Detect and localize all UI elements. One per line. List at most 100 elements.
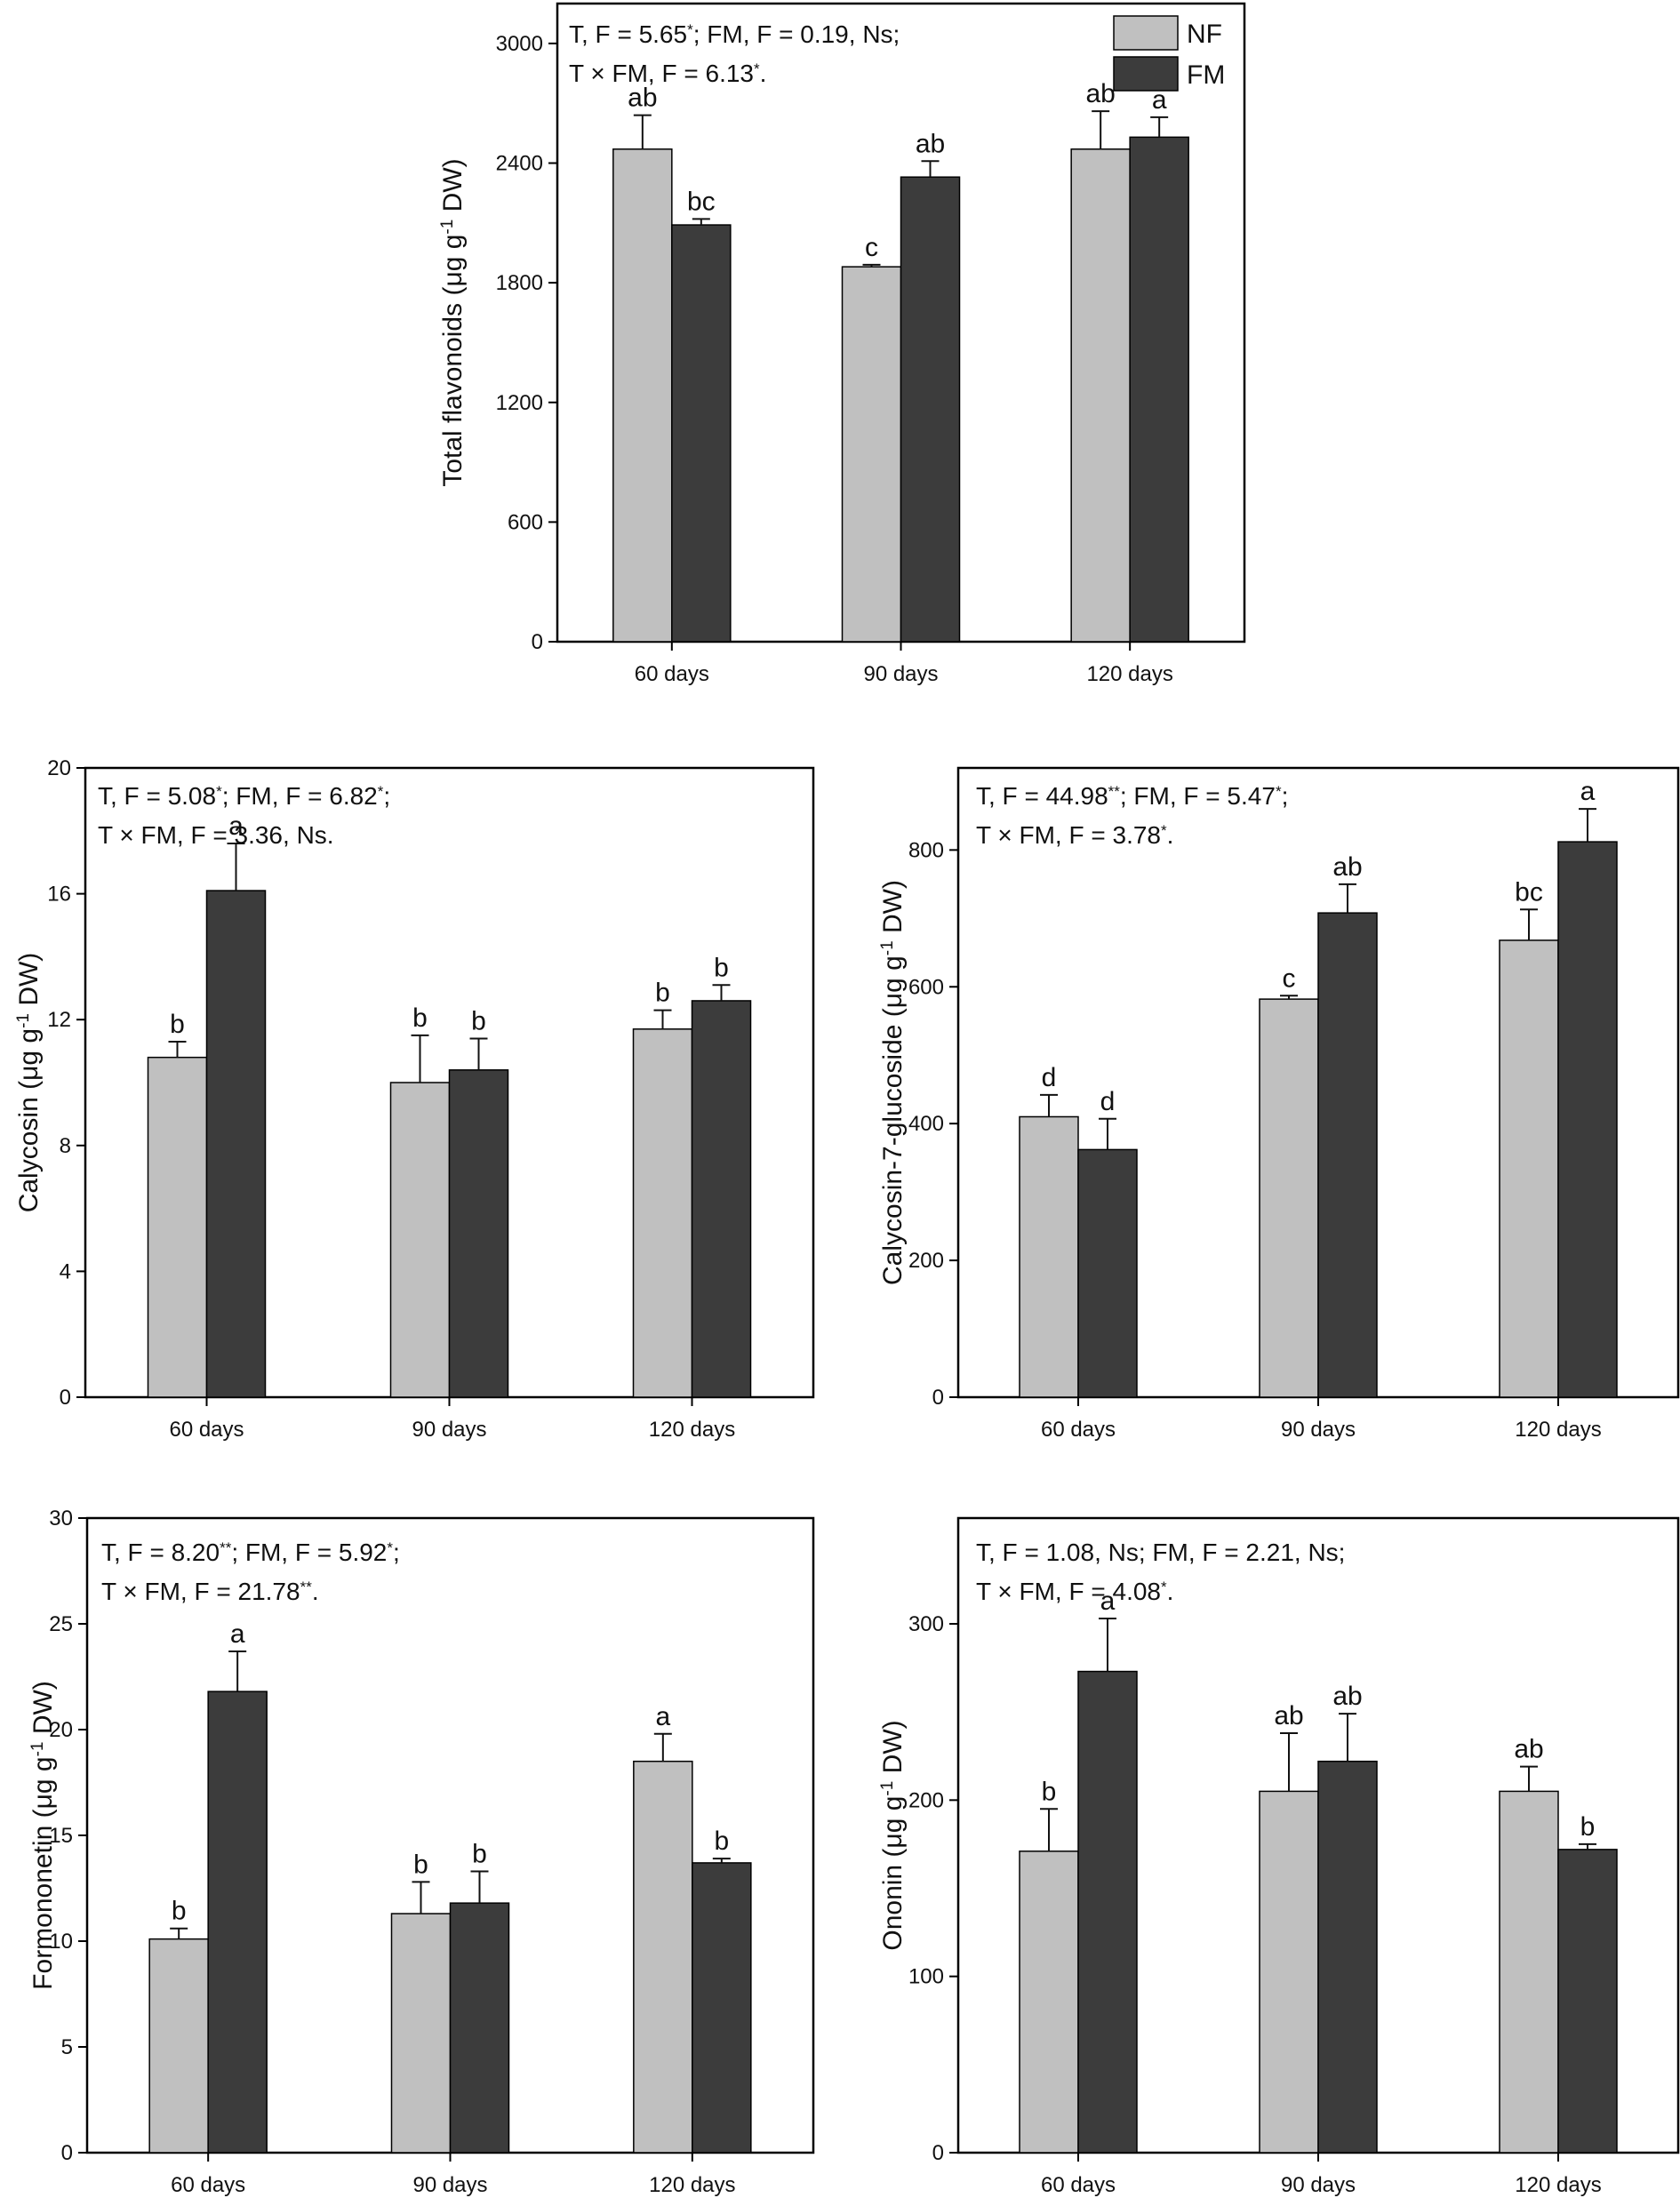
significance-letter: ab <box>1514 1735 1543 1764</box>
significance-letter: ab <box>1085 79 1115 108</box>
y-tick-label: 1800 <box>496 271 543 295</box>
y-axis-label: Total flavonoids (μg g-1 DW) <box>438 158 468 486</box>
y-tick-label: 8 <box>60 1134 71 1158</box>
bar-nf[interactable] <box>1499 1790 1559 2154</box>
y-tick-label: 400 <box>908 1112 944 1136</box>
stats-line-1: T, F = 5.08*; FM, F = 6.82*; <box>98 782 390 810</box>
bar-nf[interactable] <box>612 148 673 643</box>
y-tick-label: 25 <box>49 1612 73 1636</box>
bar-fm[interactable] <box>1557 841 1618 1398</box>
stats-line-1: T, F = 5.65*; FM, F = 0.19, Ns; <box>569 20 900 48</box>
bar-nf[interactable] <box>389 1082 451 1398</box>
bar-fm[interactable] <box>691 1000 752 1398</box>
stats-line-2: T × FM, F = 6.13*. <box>569 60 766 87</box>
x-tick-label: 90 days <box>1281 2173 1356 2197</box>
stats-line-1: T, F = 8.20**; FM, F = 5.92*; <box>101 1539 400 1566</box>
y-axis-label: Calycosin (μg g-1 DW) <box>14 953 44 1213</box>
bar-fm[interactable] <box>1077 1670 1138 2154</box>
significance-letter: a <box>1152 85 1167 115</box>
significance-letter: ab <box>916 129 945 158</box>
y-tick-label: 5 <box>61 2035 73 2059</box>
bar-nf[interactable] <box>390 1913 452 2154</box>
x-tick-label: 120 days <box>649 2173 735 2197</box>
bar-fm[interactable] <box>205 890 267 1398</box>
y-tick-label: 200 <box>908 1249 944 1273</box>
bar-nf[interactable] <box>1259 1790 1319 2154</box>
y-tick-label: 20 <box>49 1718 73 1742</box>
significance-letter: b <box>655 979 670 1008</box>
significance-letter: ab <box>1332 852 1362 882</box>
bar-nf[interactable] <box>1019 1115 1079 1398</box>
y-tick-label: 16 <box>47 883 71 907</box>
bar-fm[interactable] <box>1317 912 1378 1398</box>
x-tick-label: 60 days <box>171 2173 245 2197</box>
y-axis-label: Formononetin (μg g-1 DW) <box>28 1681 59 1990</box>
bar-fm[interactable] <box>207 1690 268 2154</box>
y-tick-label: 2400 <box>496 152 543 176</box>
y-tick-label: 300 <box>908 1612 944 1636</box>
y-axis-label: Ononin (μg g-1 DW) <box>878 1720 908 1950</box>
stats-line-2: T × FM, F = 3.78*. <box>976 821 1173 849</box>
significance-letter: d <box>1042 1063 1057 1092</box>
bar-nf[interactable] <box>633 1760 693 2154</box>
stats-line-2: T × FM, F = 21.78**. <box>101 1578 319 1605</box>
bar-nf[interactable] <box>148 1938 209 2154</box>
chart-total-flavonoids: 0 600 1200 1800 2400 3000 60 days ab bc 90 days c a… <box>438 2 1246 686</box>
significance-letter: ab <box>1332 1682 1362 1711</box>
bar-nf[interactable] <box>147 1056 208 1398</box>
bar-fm[interactable] <box>1557 1849 1618 2154</box>
significance-letter: bc <box>687 187 716 216</box>
significance-letter: a <box>655 1702 670 1731</box>
y-tick-label: 3000 <box>496 32 543 56</box>
y-axis-label: Calycosin-7-glucoside (μg g-1 DW) <box>878 880 908 1285</box>
y-tick-label: 4 <box>60 1259 71 1283</box>
x-tick-label: 120 days <box>1515 2173 1601 2197</box>
y-tick-label: 0 <box>60 1386 71 1410</box>
y-tick-label: 1200 <box>496 391 543 415</box>
bar-fm[interactable] <box>692 1862 752 2154</box>
bar-nf[interactable] <box>1259 998 1319 1398</box>
significance-letter: a <box>228 811 244 841</box>
y-tick-label: 0 <box>532 630 543 654</box>
significance-letter: b <box>170 1010 185 1039</box>
bar-fm[interactable] <box>1317 1760 1378 2154</box>
significance-letter: ab <box>628 84 657 113</box>
bar-fm[interactable] <box>671 224 732 643</box>
y-tick-label: 0 <box>932 2141 944 2165</box>
x-tick-label: 120 days <box>649 1418 735 1442</box>
x-tick-label: 60 days <box>169 1418 244 1442</box>
significance-letter: b <box>471 1006 486 1035</box>
stats-line-1: T, F = 44.98**; FM, F = 5.47*; <box>976 782 1288 810</box>
significance-letter: bc <box>1515 877 1543 907</box>
significance-letter: c <box>865 233 878 262</box>
bar-nf[interactable] <box>841 266 902 643</box>
x-tick-label: 60 days <box>1041 2173 1116 2197</box>
stats-line-2: T × FM, F = 3.36, Ns. <box>98 821 334 849</box>
x-tick-label: 120 days <box>1515 1418 1601 1442</box>
bar-fm[interactable] <box>449 1902 510 2154</box>
y-tick-label: 15 <box>49 1824 73 1848</box>
bar-nf[interactable] <box>1499 939 1559 1398</box>
x-tick-label: 120 days <box>1086 662 1172 686</box>
significance-letter: a <box>1580 777 1596 806</box>
significance-letter: c <box>1283 963 1296 993</box>
bar-fm[interactable] <box>1077 1148 1138 1398</box>
y-tick-label: 200 <box>908 1788 944 1812</box>
significance-letter: b <box>413 1850 428 1879</box>
y-tick-label: 600 <box>908 975 944 999</box>
bar-nf[interactable] <box>632 1028 693 1398</box>
y-tick-label: 600 <box>508 510 543 534</box>
bar-fm[interactable] <box>900 176 961 643</box>
bar-fm[interactable] <box>1129 136 1189 643</box>
y-tick-label: 100 <box>908 1965 944 1989</box>
legend-swatch-nf <box>1113 15 1179 51</box>
y-tick-label: 800 <box>908 838 944 862</box>
x-tick-label: 90 days <box>412 2173 487 2197</box>
bar-nf[interactable] <box>1019 1850 1079 2154</box>
y-tick-label: 30 <box>49 1507 73 1531</box>
bar-fm[interactable] <box>448 1069 509 1398</box>
bar-nf[interactable] <box>1070 148 1131 643</box>
significance-letter: d <box>1100 1087 1116 1116</box>
